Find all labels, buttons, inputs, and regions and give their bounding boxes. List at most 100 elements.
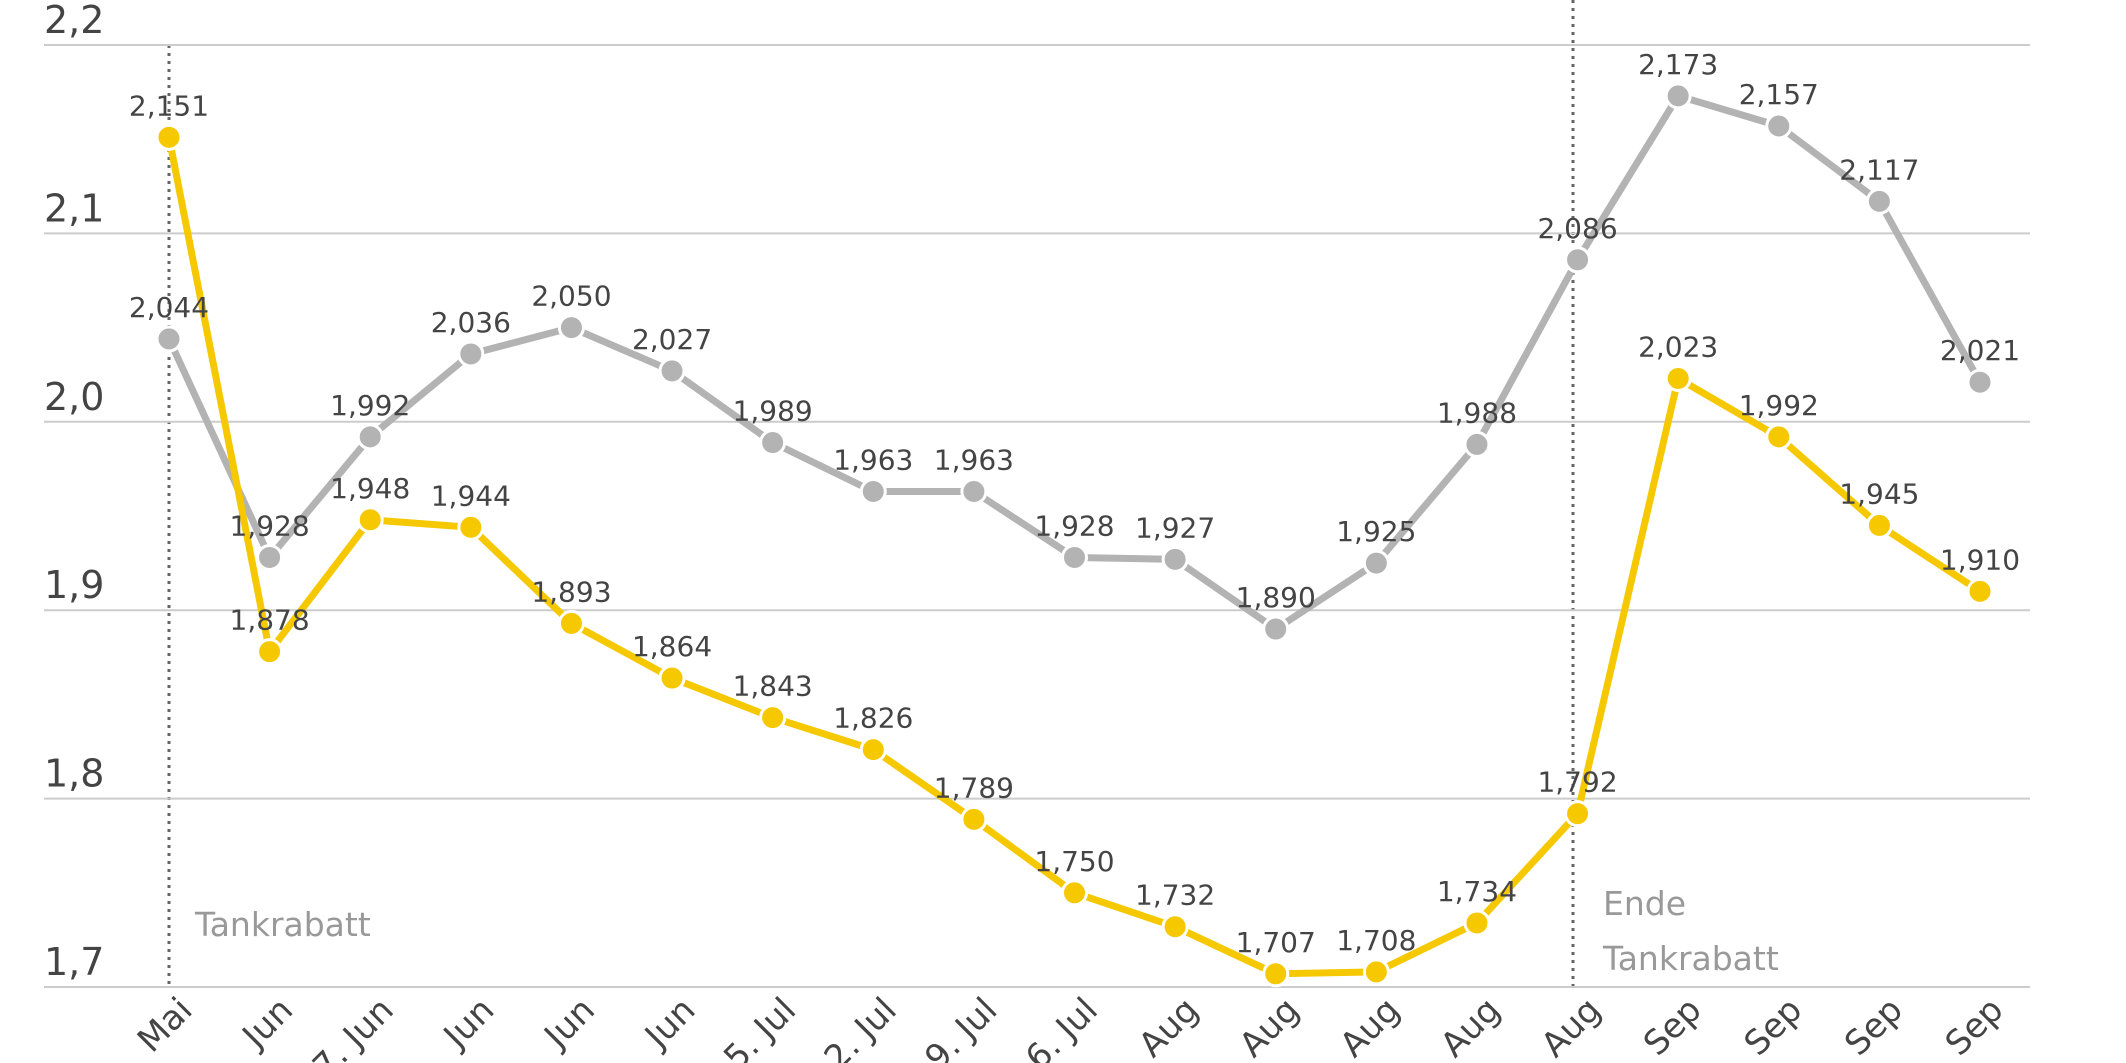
value-label: 1,750 bbox=[1034, 845, 1114, 878]
point bbox=[658, 664, 686, 692]
value-label: 2,117 bbox=[1839, 153, 1919, 186]
value-label: 1,843 bbox=[733, 670, 813, 703]
point bbox=[960, 478, 988, 506]
value-label: 2,044 bbox=[129, 291, 209, 324]
annotation: Tankrabatt bbox=[194, 905, 371, 944]
value-label: 1,910 bbox=[1940, 543, 2020, 576]
value-label: 1,992 bbox=[1739, 389, 1819, 422]
value-label: 1,890 bbox=[1236, 581, 1316, 614]
y-tick-label: 1,8 bbox=[44, 752, 104, 796]
y-tick-label: 2,2 bbox=[44, 0, 104, 42]
x-tick-label: 6. Jul bbox=[1018, 990, 1106, 1063]
point bbox=[457, 513, 485, 541]
value-label: 1,988 bbox=[1437, 396, 1517, 429]
y-tick-label: 2,1 bbox=[44, 186, 104, 230]
point bbox=[1262, 615, 1290, 643]
x-tick-label: Aug bbox=[1534, 990, 1609, 1063]
x-tick-label: 5. Jul bbox=[716, 990, 804, 1063]
value-label: 1,707 bbox=[1236, 926, 1316, 959]
value-label: 1,925 bbox=[1336, 515, 1416, 548]
x-tick-label: Jun bbox=[435, 990, 502, 1057]
x-tick-label: Jun bbox=[636, 990, 703, 1057]
point bbox=[1362, 958, 1390, 986]
point bbox=[1966, 368, 1994, 396]
value-label: 1,928 bbox=[230, 509, 310, 542]
point bbox=[1161, 545, 1189, 573]
value-label: 2,086 bbox=[1537, 212, 1617, 245]
x-tick-label: Sep bbox=[1837, 990, 1911, 1063]
point bbox=[1564, 800, 1592, 828]
x-tick-label: Aug bbox=[1131, 990, 1206, 1063]
value-label: 1,989 bbox=[733, 395, 813, 428]
point bbox=[1362, 549, 1390, 577]
point bbox=[557, 609, 585, 637]
point bbox=[356, 506, 384, 534]
value-label: 2,050 bbox=[531, 280, 611, 313]
x-tick-label: Sep bbox=[1737, 990, 1811, 1063]
point bbox=[1865, 511, 1893, 539]
x-tick-label: 2. Jul bbox=[817, 990, 905, 1063]
value-label: 1,789 bbox=[934, 771, 1014, 804]
point bbox=[1765, 112, 1793, 140]
point bbox=[356, 423, 384, 451]
point bbox=[1765, 423, 1793, 451]
point bbox=[155, 325, 183, 353]
value-label: 1,992 bbox=[330, 389, 410, 422]
value-label: 1,792 bbox=[1537, 766, 1617, 799]
value-label: 2,023 bbox=[1638, 330, 1718, 363]
value-label: 2,021 bbox=[1940, 334, 2020, 367]
value-label: 1,826 bbox=[833, 702, 913, 735]
point bbox=[658, 357, 686, 385]
point bbox=[256, 543, 284, 571]
point bbox=[1061, 879, 1088, 907]
value-label: 1,878 bbox=[230, 604, 310, 637]
x-tick-label: Aug bbox=[1332, 990, 1407, 1063]
x-tick-label: 9. Jul bbox=[917, 990, 1005, 1063]
value-label: 1,864 bbox=[632, 630, 712, 663]
y-tick-label: 2,0 bbox=[44, 375, 104, 419]
point bbox=[960, 805, 988, 833]
value-label: 1,948 bbox=[330, 472, 410, 505]
point bbox=[256, 638, 284, 666]
value-label: 1,928 bbox=[1034, 509, 1114, 542]
value-label: 2,036 bbox=[431, 306, 511, 339]
point bbox=[155, 123, 183, 151]
point bbox=[859, 736, 887, 764]
point bbox=[1262, 960, 1290, 988]
x-tick-label: Aug bbox=[1433, 990, 1508, 1063]
point bbox=[457, 340, 485, 368]
point bbox=[1061, 543, 1088, 571]
value-label: 1,945 bbox=[1839, 477, 1919, 510]
x-tick-label: Jun bbox=[536, 990, 603, 1057]
point bbox=[1664, 364, 1692, 392]
point bbox=[1161, 913, 1189, 941]
point bbox=[557, 314, 585, 342]
value-label: 2,027 bbox=[632, 323, 712, 356]
point bbox=[1664, 82, 1692, 110]
point bbox=[859, 478, 887, 506]
value-label: 2,157 bbox=[1739, 78, 1819, 111]
point bbox=[1865, 187, 1893, 215]
y-tick-label: 1,9 bbox=[44, 563, 104, 607]
value-label: 2,173 bbox=[1638, 48, 1718, 81]
x-tick-label: 7. Jun bbox=[305, 990, 401, 1063]
point bbox=[759, 704, 787, 732]
value-label: 1,963 bbox=[934, 444, 1014, 477]
value-label: 1,732 bbox=[1135, 879, 1215, 912]
point bbox=[1966, 577, 1994, 605]
x-tick-label: Sep bbox=[1636, 990, 1710, 1063]
annotation: Ende bbox=[1603, 884, 1686, 923]
point bbox=[1564, 246, 1592, 274]
value-label: 1,734 bbox=[1437, 875, 1517, 908]
value-label: 1,927 bbox=[1135, 511, 1215, 544]
value-label: 1,893 bbox=[531, 575, 611, 608]
point bbox=[1463, 430, 1491, 458]
x-tick-label: Aug bbox=[1232, 990, 1307, 1063]
x-tick-label: Mai bbox=[130, 990, 200, 1060]
x-tick-label: Sep bbox=[1938, 990, 2012, 1063]
value-label: 1,708 bbox=[1336, 924, 1416, 957]
value-label: 2,151 bbox=[129, 89, 209, 122]
value-label: 1,944 bbox=[431, 479, 511, 512]
annotation: Tankrabatt bbox=[1602, 939, 1779, 978]
